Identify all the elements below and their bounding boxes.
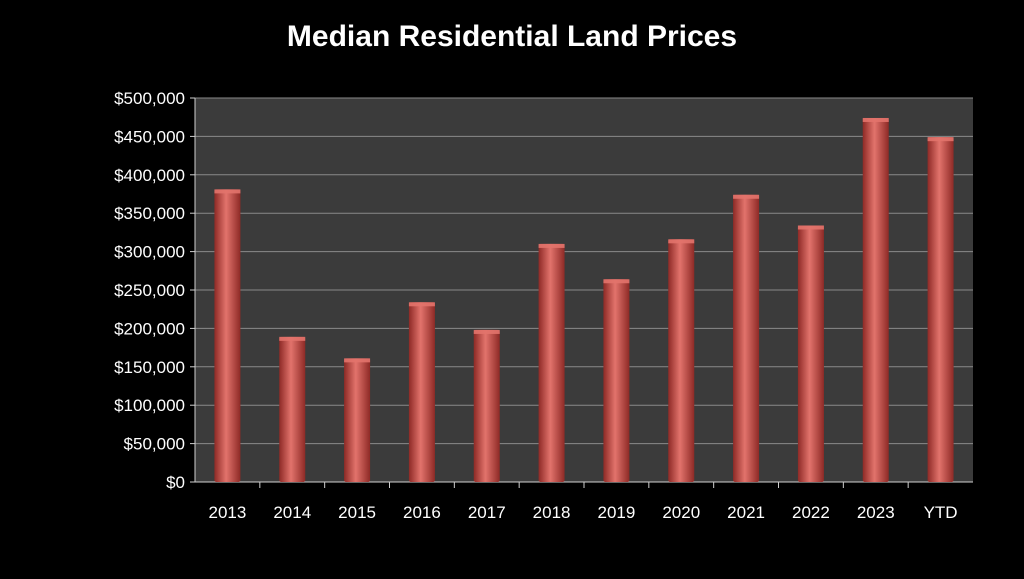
- y-tick-label: $250,000: [114, 281, 185, 300]
- y-tick-label: $50,000: [124, 435, 185, 454]
- x-tick-label: 2020: [662, 503, 700, 522]
- chart-title: Median Residential Land Prices: [287, 20, 737, 53]
- x-tick-label: 2017: [468, 503, 506, 522]
- bar-cap-2018: [538, 243, 565, 248]
- y-tick-label: $200,000: [114, 319, 185, 338]
- x-tick-label: 2013: [209, 503, 247, 522]
- y-tick-label: $300,000: [114, 243, 185, 262]
- y-tick-label: $150,000: [114, 358, 185, 377]
- y-tick-label: $500,000: [114, 89, 185, 108]
- x-tick-label: 2014: [273, 503, 311, 522]
- bar-cap-YTD: [927, 137, 954, 142]
- x-tick-label: 2022: [792, 503, 830, 522]
- y-tick-label: $450,000: [114, 127, 185, 146]
- bar-2021: [733, 194, 760, 482]
- y-tick-label: $350,000: [114, 204, 185, 223]
- bar-YTD: [927, 137, 954, 482]
- y-tick-label: $0: [166, 473, 185, 492]
- bar-cap-2016: [408, 302, 435, 307]
- bar-cap-2017: [473, 329, 500, 334]
- bar-cap-2014: [279, 336, 306, 341]
- x-tick-label: 2015: [338, 503, 376, 522]
- bar-cap-2019: [603, 279, 630, 284]
- bar-2014: [279, 336, 306, 482]
- bar-2023: [862, 117, 889, 482]
- x-tick-label: 2023: [857, 503, 895, 522]
- x-tick-label: 2019: [598, 503, 636, 522]
- bar-cap-2021: [733, 194, 760, 199]
- bar-2016: [408, 302, 435, 482]
- bar-2022: [797, 225, 824, 482]
- bar-2017: [473, 329, 500, 482]
- y-tick-label: $400,000: [114, 166, 185, 185]
- bar-cap-2022: [797, 225, 824, 230]
- x-tick-label: 2018: [533, 503, 571, 522]
- bar-2018: [538, 243, 565, 482]
- bar-2015: [344, 358, 371, 482]
- bar-2013: [214, 189, 241, 482]
- y-tick-label: $100,000: [114, 396, 185, 415]
- bar-2019: [603, 279, 630, 482]
- x-tick-label: 2016: [403, 503, 441, 522]
- x-tick-label: YTD: [924, 503, 958, 522]
- bar-cap-2015: [344, 358, 371, 363]
- bar-2020: [668, 239, 695, 482]
- bar-cap-2020: [668, 239, 695, 244]
- bar-cap-2013: [214, 189, 241, 194]
- bar-cap-2023: [862, 117, 889, 122]
- x-tick-label: 2021: [727, 503, 765, 522]
